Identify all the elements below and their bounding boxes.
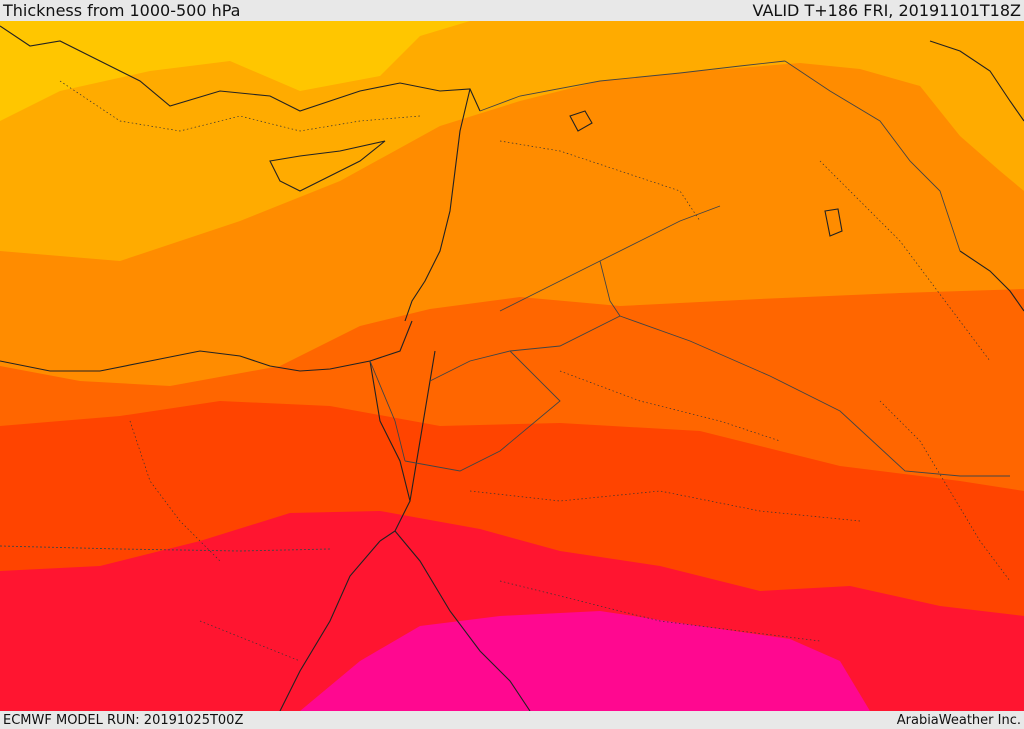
boundary-iran-internal [819,160,991,362]
coastline-lake-urmia [824,208,843,237]
border-jordan-saudi-south [404,350,561,472]
border-turkey-syria [479,60,786,112]
header-bar: Thickness from 1000-500 hPa VALID T+186 … [0,0,1024,21]
boundary-saudi-central [469,490,861,522]
boundary-anatolia [59,80,421,132]
border-iraq-jordan [599,260,621,317]
thickness-band-7 [300,611,870,711]
border-saudi-iraq [619,315,1010,477]
credit-label: ArabiaWeather Inc. [896,712,1021,728]
model-run-label: ECMWF MODEL RUN: 20191025T00Z [3,712,244,728]
coastline-gulf-of-aqaba [409,350,436,502]
valid-time-label: VALID T+186 FRI, 20191101T18Z [752,1,1021,20]
boundary-egypt-internal [129,420,221,562]
coastlines [0,25,1024,711]
coastline-cyprus [269,140,386,192]
border-iraq-iran [784,60,961,252]
coastline-levant [404,88,471,322]
coastline-gulf-of-suez [369,360,411,542]
country-borders [0,60,1010,552]
coastline-caspian-fragment [929,40,1024,122]
provincial-boundaries [59,80,1011,662]
footer-bar: ECMWF MODEL RUN: 20191025T00Z ArabiaWeat… [0,711,1024,729]
coastline-egypt-north [0,320,413,372]
coastline-north-aegean [0,25,481,112]
coastline-red-sea-east [394,530,531,711]
border-egypt-sinai [369,360,406,462]
thickness-map [0,21,1024,711]
border-egypt-sudan [0,545,331,552]
coastline-red-sea-west [279,540,381,711]
boundary-syria-internal [499,140,701,222]
coastline-lake-van [569,110,593,132]
map-title: Thickness from 1000-500 hPa [3,1,241,20]
boundary-saudi-south [499,580,821,642]
coastline-persian-gulf [959,250,1024,312]
